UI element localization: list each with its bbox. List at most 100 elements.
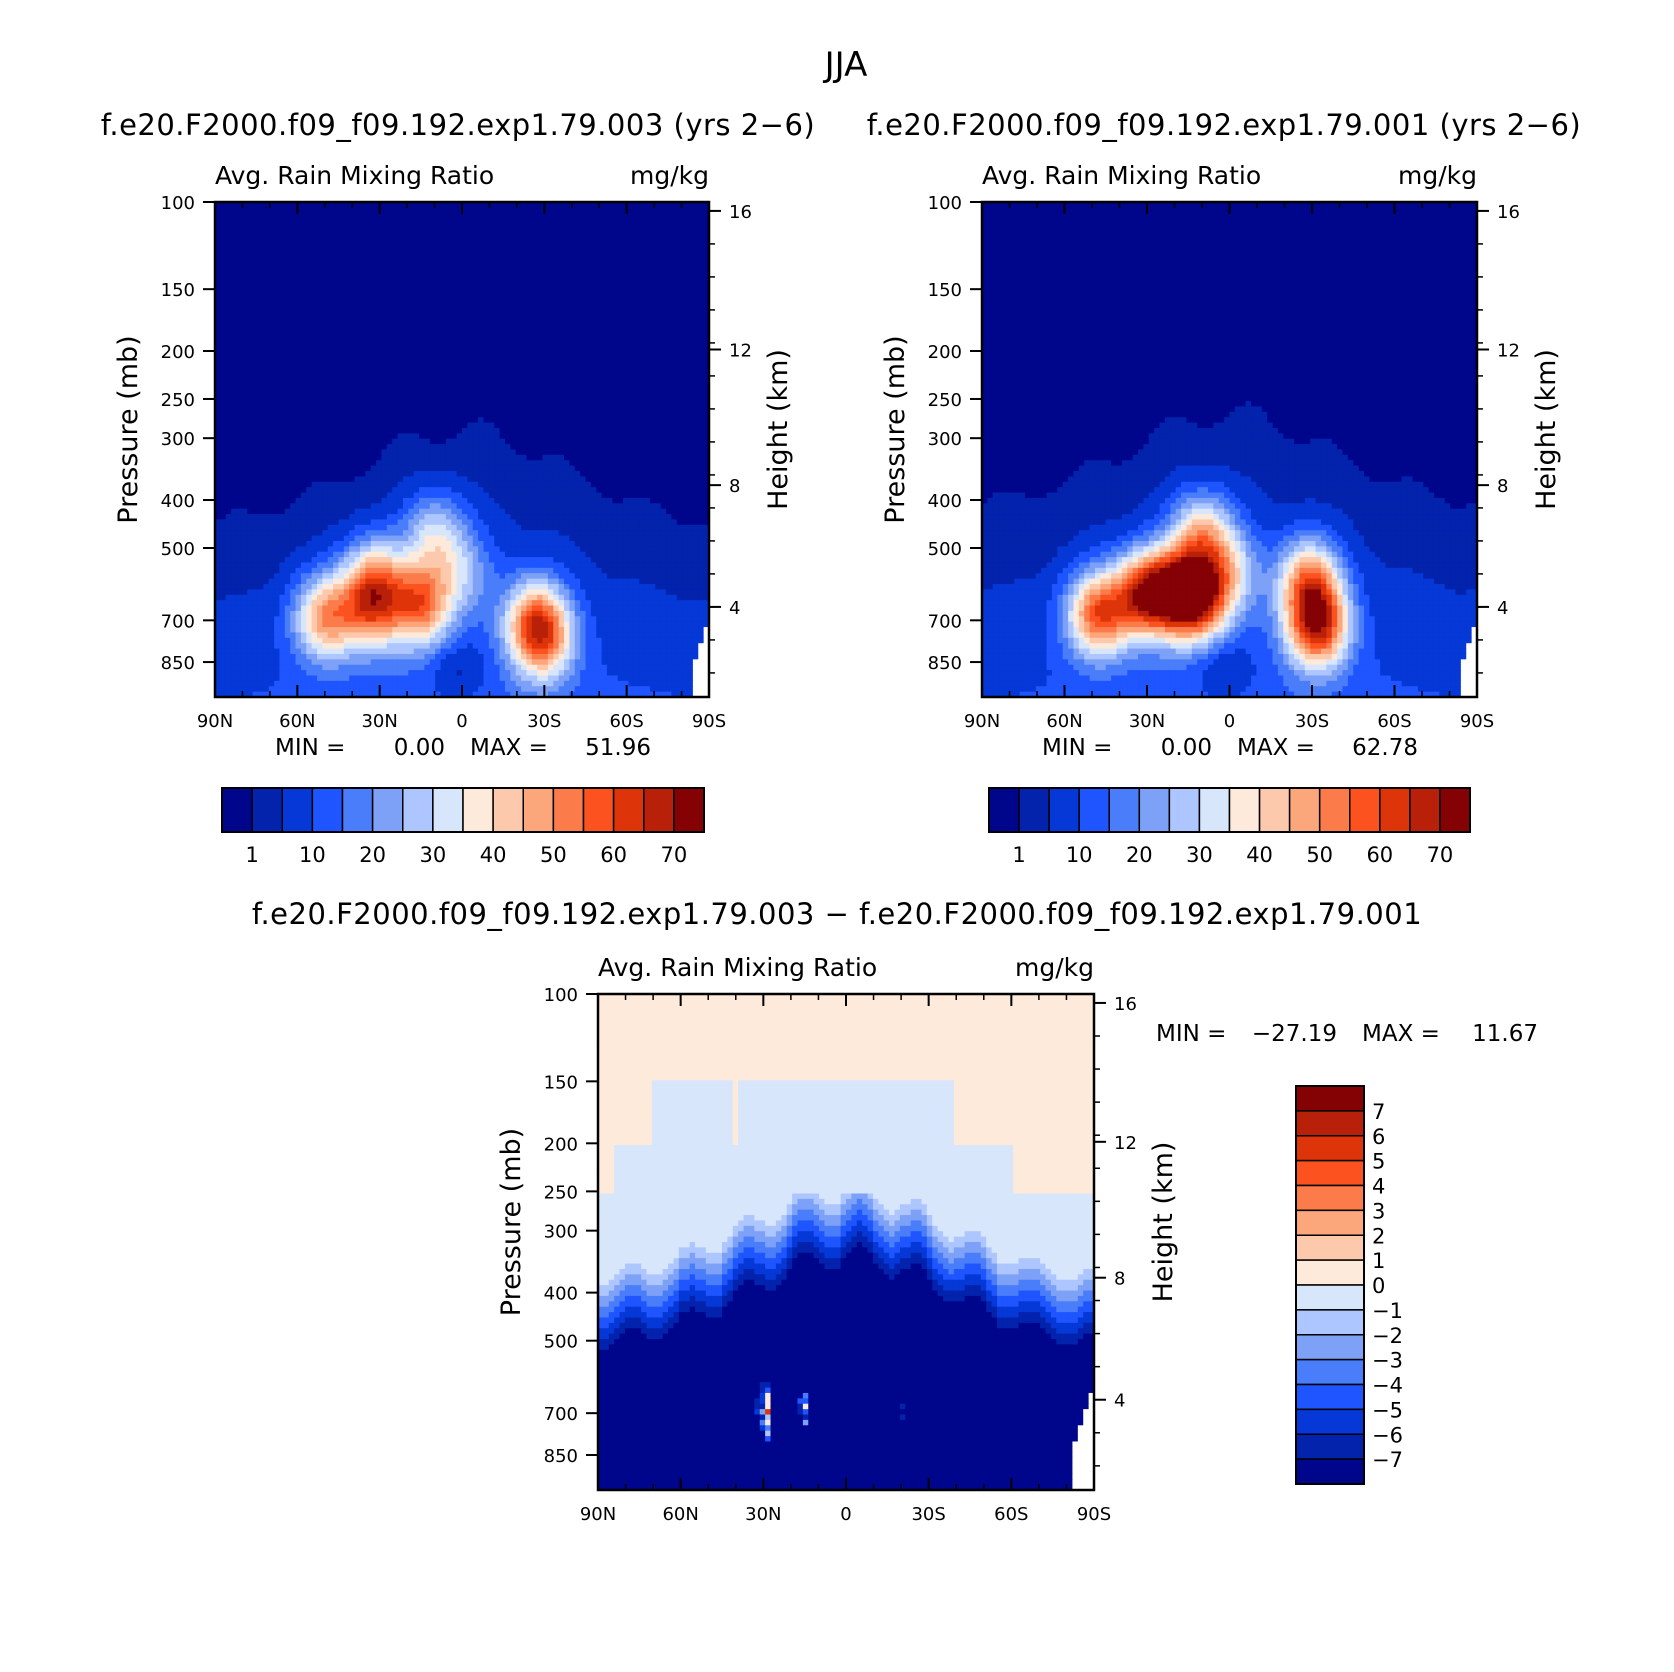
contour-cell bbox=[467, 471, 473, 477]
contour-cell bbox=[639, 293, 645, 299]
contour-cell bbox=[607, 455, 613, 461]
contour-cell bbox=[661, 417, 667, 423]
contour-cell bbox=[231, 326, 237, 332]
contour-cell bbox=[473, 326, 479, 332]
contour-cell bbox=[671, 256, 677, 262]
contour-cell bbox=[279, 293, 285, 299]
contour-cell bbox=[360, 326, 366, 332]
contour-cell bbox=[290, 256, 296, 262]
contour-cell bbox=[500, 240, 506, 246]
contour-cell bbox=[521, 460, 527, 466]
contour-cell bbox=[317, 363, 323, 369]
contour-cell bbox=[408, 342, 414, 348]
contour-cell bbox=[371, 267, 377, 273]
contour-cell bbox=[575, 428, 581, 434]
contour-cell bbox=[446, 417, 452, 423]
contour-cell bbox=[226, 482, 232, 488]
contour-cell bbox=[494, 460, 500, 466]
contour-cell bbox=[602, 288, 608, 294]
contour-cell bbox=[553, 250, 559, 256]
contour-cell bbox=[220, 471, 226, 477]
contour-cell bbox=[688, 224, 694, 230]
contour-cell bbox=[559, 267, 565, 273]
contour-cell bbox=[693, 482, 699, 488]
contour-cell bbox=[306, 423, 312, 429]
contour-cell bbox=[564, 396, 570, 402]
contour-cell bbox=[312, 433, 318, 439]
contour-cell bbox=[387, 363, 393, 369]
contour-cell bbox=[322, 283, 328, 289]
contour-cell bbox=[360, 320, 366, 326]
contour-cell bbox=[236, 213, 242, 219]
contour-cell bbox=[242, 293, 248, 299]
contour-cell bbox=[322, 342, 328, 348]
contour-cell bbox=[435, 482, 441, 488]
contour-cell bbox=[564, 380, 570, 386]
contour-cell bbox=[317, 390, 323, 396]
contour-cell bbox=[698, 315, 704, 321]
contour-cell bbox=[430, 250, 436, 256]
contour-cell bbox=[489, 256, 495, 262]
contour-cell bbox=[564, 466, 570, 472]
contour-cell bbox=[371, 406, 377, 412]
contour-cell bbox=[677, 342, 683, 348]
contour-cell bbox=[344, 423, 350, 429]
contour-cell bbox=[639, 299, 645, 305]
contour-cell bbox=[446, 320, 452, 326]
contour-cell bbox=[349, 261, 355, 267]
contour-cell bbox=[457, 315, 463, 321]
contour-cell bbox=[639, 380, 645, 386]
contour-cell bbox=[306, 310, 312, 316]
contour-cell bbox=[521, 439, 527, 445]
contour-cell bbox=[586, 326, 592, 332]
contour-cell bbox=[602, 261, 608, 267]
contour-cell bbox=[526, 417, 532, 423]
contour-cell bbox=[698, 207, 704, 213]
contour-cell bbox=[269, 401, 275, 407]
contour-cell bbox=[618, 433, 624, 439]
contour-cell bbox=[462, 363, 468, 369]
contour-cell bbox=[236, 401, 242, 407]
contour-cell bbox=[371, 342, 377, 348]
contour-cell bbox=[698, 374, 704, 380]
contour-cell bbox=[333, 385, 339, 391]
contour-cell bbox=[494, 428, 500, 434]
contour-cell bbox=[457, 304, 463, 310]
contour-cell bbox=[516, 229, 522, 235]
contour-cell bbox=[419, 476, 425, 482]
contour-cell bbox=[693, 417, 699, 423]
contour-cell bbox=[398, 326, 404, 332]
contour-cell bbox=[387, 444, 393, 450]
contour-cell bbox=[645, 261, 651, 267]
contour-cell bbox=[381, 396, 387, 402]
contour-cell bbox=[403, 283, 409, 289]
contour-cell bbox=[564, 444, 570, 450]
contour-cell bbox=[537, 466, 543, 472]
contour-cell bbox=[532, 326, 538, 332]
contour-cell bbox=[682, 229, 688, 235]
contour-cell bbox=[317, 250, 323, 256]
contour-cell bbox=[253, 487, 259, 493]
contour-cell bbox=[693, 229, 699, 235]
contour-cell bbox=[220, 412, 226, 418]
contour-cell bbox=[446, 299, 452, 305]
contour-cell bbox=[408, 337, 414, 343]
contour-cell bbox=[279, 476, 285, 482]
contour-cell bbox=[376, 267, 382, 273]
contour-cell bbox=[516, 347, 522, 353]
contour-cell bbox=[290, 455, 296, 461]
contour-cell bbox=[414, 396, 420, 402]
contour-cell bbox=[457, 390, 463, 396]
contour-cell bbox=[698, 342, 704, 348]
contour-cell bbox=[414, 444, 420, 450]
contour-cell bbox=[403, 342, 409, 348]
contour-cell bbox=[258, 466, 264, 472]
contour-cell bbox=[285, 455, 291, 461]
contour-cell bbox=[296, 396, 302, 402]
contour-cell bbox=[247, 450, 253, 456]
contour-cell bbox=[290, 326, 296, 332]
contour-cell bbox=[666, 224, 672, 230]
contour-cell bbox=[387, 439, 393, 445]
contour-cell bbox=[693, 261, 699, 267]
contour-cell bbox=[258, 493, 264, 499]
